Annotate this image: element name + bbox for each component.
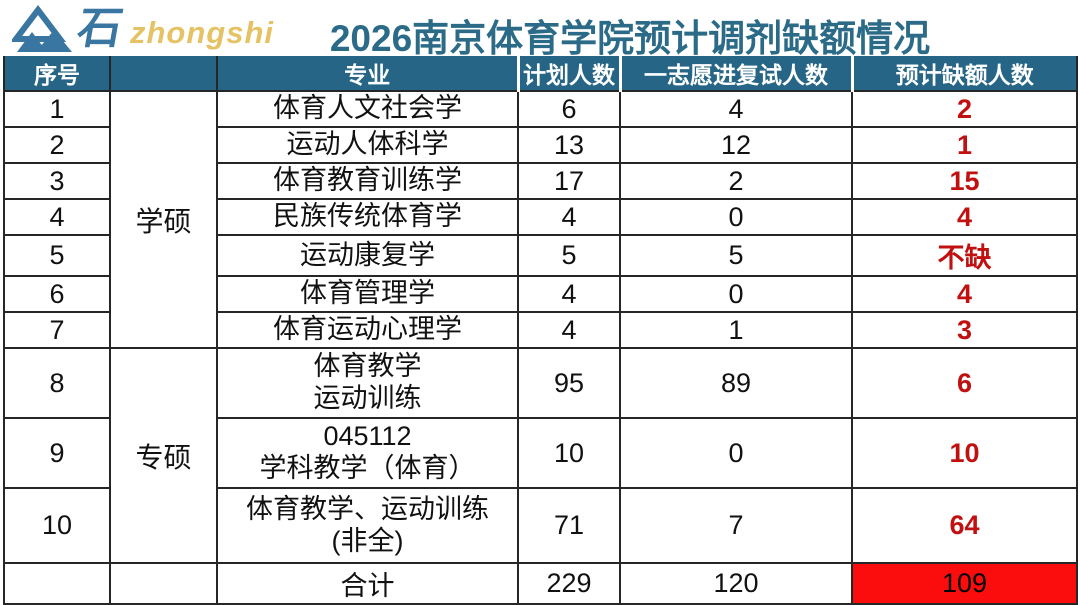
page-title: 2026南京体育学院预计调剂缺额情况 — [329, 18, 931, 59]
cell-major: 运动人体科学 — [216, 126, 519, 164]
cell-major: 体育管理学 — [216, 275, 519, 313]
cell-no: 5 — [3, 234, 111, 277]
cell-first-choice: 4 — [619, 90, 853, 128]
cell-no: 9 — [3, 417, 111, 489]
cell-deficit: 6 — [851, 347, 1078, 419]
logo-zhong-mountains-icon — [12, 5, 72, 52]
cell-deficit: 10 — [851, 417, 1078, 489]
cell-plan: 4 — [517, 198, 621, 236]
cell-first-choice: 12 — [619, 126, 853, 164]
cell-no: 2 — [3, 126, 111, 164]
cell-first-choice: 2 — [619, 162, 853, 200]
table-header-row: 序号 专业 计划人数 一志愿进复试人数 预计缺额人数 — [3, 56, 1078, 92]
table-row: 7 体育运动心理学 4 1 3 — [3, 311, 1078, 349]
table-row: 8 专硕 体育教学 运动训练 95 89 6 — [3, 347, 1078, 564]
cell-plan: 17 — [517, 162, 621, 200]
cell-no: 3 — [3, 162, 111, 200]
cell-deficit: 2 — [851, 90, 1078, 128]
total-row: 合计 229 120 109 — [3, 562, 1078, 605]
group-cell-professional: 专硕 — [109, 347, 218, 564]
table-row: 5 运动康复学 5 5 不缺 — [3, 234, 1078, 277]
cell-first-choice: 1 — [619, 311, 853, 349]
cell-deficit: 4 — [851, 275, 1078, 313]
cell-no: 8 — [3, 347, 111, 419]
table-row: 2 运动人体科学 13 12 1 — [3, 126, 1078, 164]
cell-major: 体育教育训练学 — [216, 162, 519, 200]
col-header-group — [109, 56, 218, 92]
cell-plan: 95 — [517, 347, 621, 419]
cell-no: 1 — [3, 90, 111, 128]
cell-first-choice: 5 — [619, 234, 853, 277]
table-row: 10 体育教学、运动训练 (非全) 71 7 64 — [3, 487, 1078, 564]
total-empty-group-cell — [109, 562, 218, 605]
table-row: 9 045112 学科教学（体育） 10 0 10 — [3, 417, 1078, 489]
cell-no: 7 — [3, 311, 111, 349]
cell-deficit: 15 — [851, 162, 1078, 200]
cell-plan: 10 — [517, 417, 621, 489]
table-row: 3 体育教育训练学 17 2 15 — [3, 162, 1078, 200]
total-plan-cell: 229 — [517, 562, 621, 605]
table-row: 1 学硕 体育人文社会学 6 4 2 — [3, 90, 1078, 349]
total-deficit-cell: 109 — [851, 562, 1078, 605]
cell-deficit: 不缺 — [851, 234, 1078, 277]
cell-plan: 4 — [517, 275, 621, 313]
cell-no: 6 — [3, 275, 111, 313]
logo-shi-text: 石 — [73, 4, 125, 53]
cell-major: 体育教学、运动训练 (非全) — [216, 487, 519, 564]
col-header-no: 序号 — [3, 56, 111, 92]
col-header-plan: 计划人数 — [516, 56, 621, 92]
col-header-deficit: 预计缺额人数 — [850, 56, 1078, 92]
cell-deficit: 1 — [851, 126, 1078, 164]
table-row: 4 民族传统体育学 4 0 4 — [3, 198, 1078, 236]
col-header-first-choice: 一志愿进复试人数 — [618, 56, 853, 92]
cell-major: 运动康复学 — [216, 234, 519, 277]
cell-major: 体育教学 运动训练 — [216, 347, 519, 419]
cell-first-choice: 0 — [619, 417, 853, 489]
total-label-cell: 合计 — [216, 562, 519, 605]
cell-major: 045112 学科教学（体育） — [216, 417, 519, 489]
cell-major: 体育运动心理学 — [216, 311, 519, 349]
top-banner: 石 zhongshi 2026南京体育学院预计调剂缺额情况 — [0, 0, 1080, 59]
logo-en-text: zhongshi — [130, 14, 275, 50]
cell-plan: 71 — [517, 487, 621, 564]
table-row: 6 体育管理学 4 0 4 — [3, 275, 1078, 313]
brand-logo: 石 zhongshi — [12, 4, 275, 53]
cell-first-choice: 0 — [619, 275, 853, 313]
col-header-major: 专业 — [216, 56, 519, 92]
deficit-table: 序号 专业 计划人数 一志愿进复试人数 预计缺额人数 1 学硕 体育人文社会学 … — [3, 56, 1078, 605]
cell-deficit: 64 — [851, 487, 1078, 564]
cell-first-choice: 7 — [619, 487, 853, 564]
cell-major: 体育人文社会学 — [216, 90, 519, 128]
cell-plan: 4 — [517, 311, 621, 349]
group-cell-academic: 学硕 — [109, 90, 218, 349]
cell-first-choice: 89 — [619, 347, 853, 419]
total-first-choice-cell: 120 — [619, 562, 853, 605]
cell-plan: 13 — [517, 126, 621, 164]
cell-plan: 5 — [517, 234, 621, 277]
total-empty-no-cell — [3, 562, 111, 605]
cell-deficit: 3 — [851, 311, 1078, 349]
cell-major: 民族传统体育学 — [216, 198, 519, 236]
cell-deficit: 4 — [851, 198, 1078, 236]
cell-no: 4 — [3, 198, 111, 236]
cell-plan: 6 — [517, 90, 621, 128]
cell-first-choice: 0 — [619, 198, 853, 236]
cell-no: 10 — [3, 487, 111, 564]
